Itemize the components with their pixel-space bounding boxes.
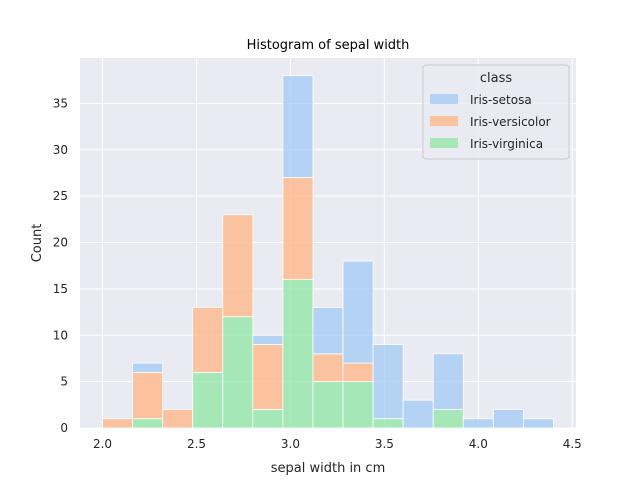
histogram-bar	[402, 399, 434, 429]
x-tick-labels: 2.0 2.5 3.0 3.5 4.0 4.5	[93, 437, 582, 451]
histogram-bar	[132, 362, 164, 373]
x-tick-label: 3.0	[281, 437, 300, 451]
histogram-bar	[282, 279, 314, 429]
y-axis-label: Count	[30, 224, 45, 263]
histogram-bar	[132, 371, 164, 420]
histogram-bar	[312, 353, 344, 383]
histogram-bar	[192, 371, 224, 429]
histogram-bar	[312, 307, 344, 355]
histogram-bar	[342, 260, 374, 364]
legend-box	[422, 64, 570, 160]
histogram-bar	[312, 381, 344, 429]
histogram-bar	[222, 214, 254, 318]
y-tick-label: 35	[53, 96, 68, 110]
y-tick-label: 15	[53, 282, 68, 296]
x-tick-label: 2.5	[187, 437, 206, 451]
histogram-bar	[252, 409, 284, 429]
histogram-bar	[372, 418, 404, 429]
histogram-bar	[132, 418, 164, 429]
histogram-bar	[252, 344, 284, 410]
legend-label: Iris-virginica	[470, 137, 543, 151]
histogram-bar	[102, 418, 134, 429]
legend-swatch	[430, 94, 458, 104]
legend-label: Iris-setosa	[470, 93, 532, 107]
y-tick-label: 30	[53, 143, 68, 157]
histogram-bar	[252, 334, 284, 345]
histogram-bar	[372, 344, 404, 420]
x-tick-label: 2.0	[93, 437, 112, 451]
y-tick-label: 25	[53, 189, 68, 203]
y-tick-label: 10	[53, 328, 68, 342]
histogram-bar	[492, 409, 524, 429]
legend-swatch	[430, 116, 458, 126]
histogram-bar	[342, 362, 374, 383]
legend-label: Iris-versicolor	[470, 115, 551, 129]
histogram-bar	[342, 381, 374, 429]
y-tick-label: 20	[53, 236, 68, 250]
x-tick-label: 4.0	[469, 437, 488, 451]
x-tick-label: 4.5	[563, 437, 582, 451]
histogram-bar	[222, 316, 254, 429]
legend-entries: Iris-setosa Iris-versicolor Iris-virginica	[430, 93, 551, 151]
x-tick-label: 3.5	[375, 437, 394, 451]
x-axis-label: sepal width in cm	[271, 461, 386, 476]
y-tick-label: 5	[60, 375, 68, 389]
histogram-bar	[522, 418, 554, 429]
legend: class Iris-setosa Iris-versicolor Iris-vir…	[422, 64, 570, 160]
y-tick-label: 0	[60, 421, 68, 435]
histogram-bar	[162, 409, 194, 429]
histogram-bar	[282, 75, 314, 179]
chart-title: Histogram of sepal width	[247, 38, 410, 53]
histogram-bar	[282, 177, 314, 281]
histogram-bars	[102, 75, 554, 429]
legend-title: class	[480, 71, 512, 86]
histogram-bar	[432, 353, 464, 410]
histogram-bar	[192, 307, 224, 373]
histogram-bar	[432, 409, 464, 429]
y-tick-labels: 0 5 10 15 20 25 30 35	[53, 96, 68, 435]
legend-swatch	[430, 138, 458, 148]
histogram-bar	[462, 418, 494, 429]
